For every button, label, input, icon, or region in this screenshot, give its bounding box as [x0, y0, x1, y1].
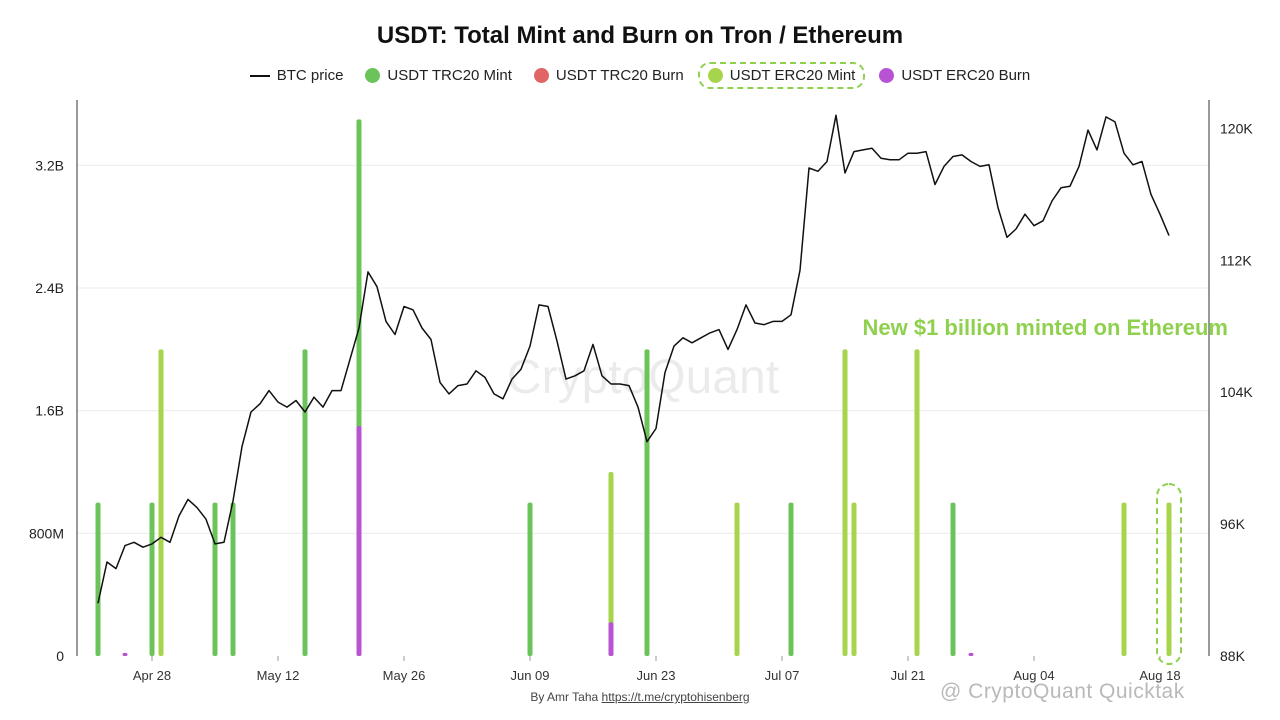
bar-burn — [608, 622, 614, 656]
bar-mint — [644, 349, 650, 656]
legend-label: USDT TRC20 Burn — [555, 67, 684, 84]
annotation-text: New $1 billion minted on Ethereum — [863, 315, 1229, 340]
y-right-tick-label: 104K — [1220, 384, 1253, 400]
chart-title: USDT: Total Mint and Burn on Tron / Ethe… — [376, 22, 904, 49]
y-left-tick-label: 2.4B — [35, 280, 64, 296]
corner-watermark: @ CryptoQuant Quicktak — [940, 680, 1185, 703]
x-tick-label: Jul 07 — [765, 668, 800, 683]
bar-mint — [149, 502, 155, 656]
legend-trc20-burn[interactable]: USDT TRC20 Burn — [533, 67, 684, 84]
legend-label: BTC price — [276, 67, 344, 84]
x-tick-label: Jun 23 — [636, 668, 675, 683]
footer-author: By Amr Taha — [530, 690, 599, 704]
legend-label: USDT ERC20 Burn — [901, 67, 1031, 84]
bar-mint — [734, 502, 740, 656]
legend-label: USDT ERC20 Mint — [729, 67, 856, 84]
x-tick-label: May 12 — [257, 668, 300, 683]
legend-btc-price[interactable]: BTC price — [249, 67, 344, 84]
bar-mint — [212, 502, 218, 656]
bar-mint — [1166, 502, 1172, 656]
btc-price-line — [97, 114, 1170, 604]
bar-mint — [527, 502, 533, 656]
footer-link[interactable]: https://t.me/cryptohisenberg — [601, 690, 750, 704]
chart-footer: By Amr Taha https://t.me/cryptohisenberg — [0, 690, 1280, 704]
legend-erc20-mint[interactable]: USDT ERC20 Mint — [697, 62, 866, 89]
y-left-tick-label: 1.6B — [35, 403, 64, 419]
annotation-highlight — [1156, 483, 1182, 665]
bar-mint — [950, 502, 956, 656]
bar-mint — [842, 349, 848, 656]
bar-burn — [356, 426, 362, 656]
legend-dot-swatch — [879, 68, 895, 83]
y-right-tick-label: 120K — [1220, 120, 1253, 136]
x-tick-label: Aug 18 — [1139, 668, 1180, 683]
x-tick-label: May 26 — [383, 668, 426, 683]
bar-mint — [851, 502, 857, 656]
x-tick-label: Jul 21 — [891, 668, 926, 683]
bar-mint — [158, 349, 164, 656]
bar-mint — [788, 502, 794, 656]
y-left-tick-label: 800M — [29, 525, 64, 541]
bar-mint — [230, 502, 236, 656]
bar-burn — [122, 652, 128, 656]
legend-erc20-burn[interactable]: USDT ERC20 Burn — [879, 67, 1030, 84]
legend-dot-swatch — [365, 68, 381, 83]
legend-trc20-mint[interactable]: USDT TRC20 Mint — [365, 67, 512, 84]
bar-mint — [302, 349, 308, 656]
legend-label: USDT TRC20 Mint — [387, 67, 512, 84]
bar-mint — [608, 472, 614, 656]
legend-dot-swatch — [533, 68, 549, 83]
legend-line-swatch — [249, 74, 270, 77]
bar-mint — [1121, 502, 1127, 656]
bar-mint — [95, 502, 101, 656]
bar-mint — [914, 349, 920, 656]
y-right-tick-label: 96K — [1220, 516, 1246, 532]
x-tick-label: Apr 28 — [133, 668, 171, 683]
legend-dot-swatch — [707, 68, 723, 83]
y-right-tick-label: 112K — [1220, 252, 1252, 268]
y-left-tick-label: 0 — [56, 648, 64, 664]
center-watermark: CryptoQuant — [507, 351, 779, 404]
y-left-tick-label: 3.2B — [35, 157, 64, 173]
x-tick-label: Aug 04 — [1013, 668, 1054, 683]
y-right-tick-label: 88K — [1220, 648, 1246, 664]
chart-legend: BTC price USDT TRC20 Mint USDT TRC20 Bur… — [0, 62, 1280, 89]
x-tick-label: Jun 09 — [510, 668, 549, 683]
bar-burn — [968, 652, 974, 656]
